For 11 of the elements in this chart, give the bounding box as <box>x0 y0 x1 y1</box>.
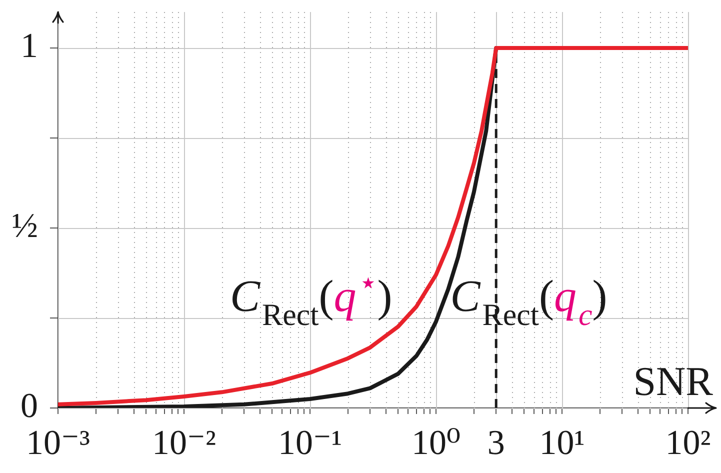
x-axis-title: SNR <box>633 358 714 404</box>
y-tick-label: 0 <box>20 386 38 426</box>
x-tick-label: 3 <box>487 423 505 462</box>
y-tick-label: ½ <box>12 206 38 246</box>
x-tick-label: 10² <box>665 423 711 462</box>
x-tick-label: 10⁰ <box>411 423 461 462</box>
x-tick-label: 10⁻² <box>152 423 216 462</box>
x-tick-label: 10¹ <box>539 423 585 462</box>
y-tick-label: 1 <box>20 26 38 66</box>
x-tick-label: 10⁻³ <box>26 423 90 462</box>
x-tick-label: 10⁻¹ <box>278 423 342 462</box>
